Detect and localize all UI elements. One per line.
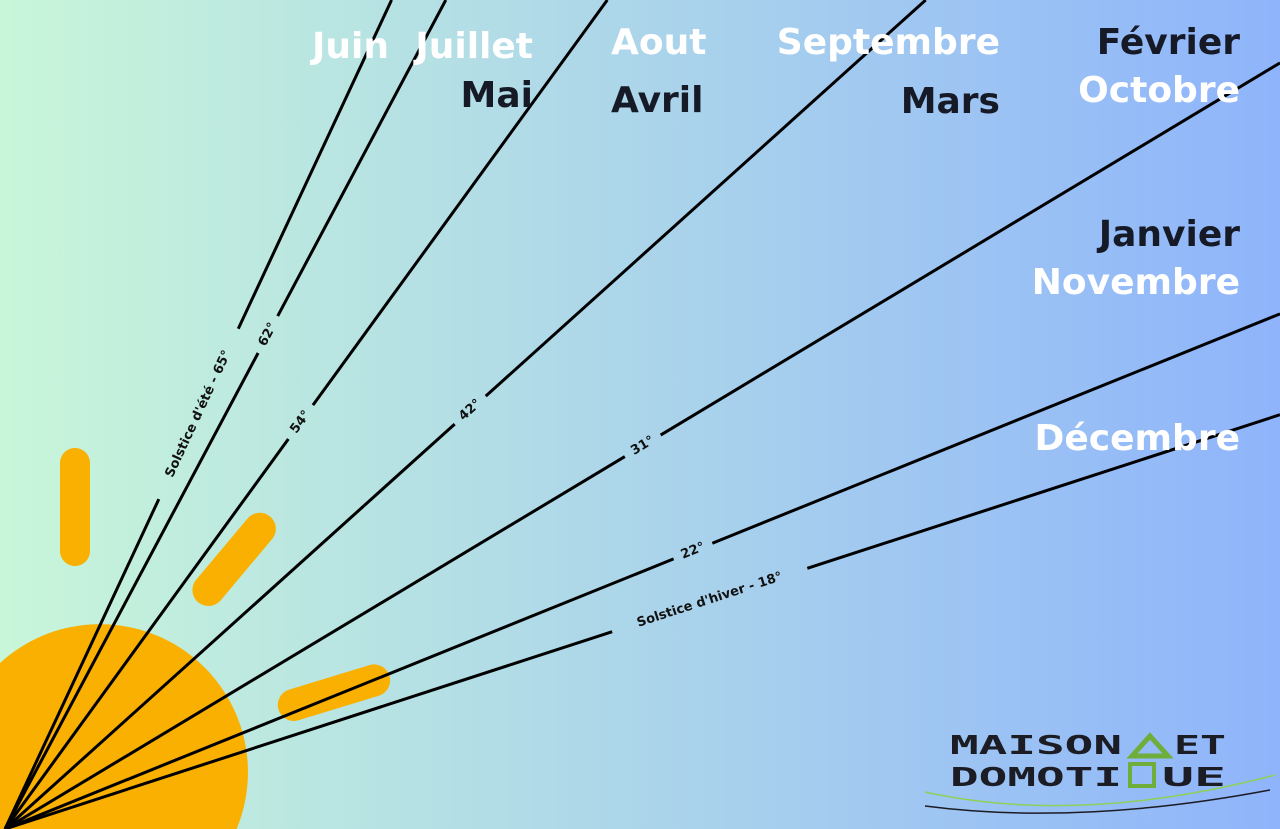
month-novembre: Novembre bbox=[1032, 262, 1240, 303]
angle-line-18 bbox=[4, 630, 613, 829]
angle-line-42 bbox=[484, 0, 927, 398]
svg-text:ET: ET bbox=[1174, 731, 1226, 761]
month-mars: Mars bbox=[901, 81, 1000, 122]
angle-line-42 bbox=[3, 422, 456, 829]
svg-text:UE: UE bbox=[1162, 763, 1226, 793]
logo: MAISON ET DOMOTI UE bbox=[924, 731, 1276, 814]
angle-line-65 bbox=[236, 0, 393, 330]
month-juillet: Juillet bbox=[412, 26, 533, 67]
month-juin: Juin bbox=[309, 26, 389, 67]
angle-line-22 bbox=[711, 312, 1280, 545]
angle-lines: Solstice d'été - 65°62°54° 42°31°22°Solst… bbox=[3, 0, 1280, 829]
month-decembre: Décembre bbox=[1034, 418, 1240, 459]
month-mai: Mai bbox=[461, 75, 533, 116]
angle-line-62 bbox=[3, 352, 260, 829]
month-septembre: Septembre bbox=[777, 22, 1000, 63]
angle-line-22 bbox=[4, 557, 675, 829]
month-aout: Aout bbox=[611, 22, 706, 63]
angle-line-54 bbox=[3, 438, 290, 829]
svg-text:MAISON: MAISON bbox=[950, 731, 1122, 761]
angle-line-18 bbox=[806, 413, 1280, 570]
house-icon bbox=[1126, 732, 1174, 759]
angle-line-65 bbox=[3, 498, 161, 829]
month-avril: Avril bbox=[611, 80, 703, 121]
angle-line-31 bbox=[4, 455, 626, 829]
month-janvier: Janvier bbox=[1096, 214, 1241, 255]
angle-line-62 bbox=[276, 0, 448, 317]
month-fevrier: Février bbox=[1097, 22, 1241, 63]
house-q-icon bbox=[1128, 762, 1156, 788]
svg-text:DOMOTI: DOMOTI bbox=[950, 763, 1122, 793]
month-labels: Juin Juillet Mai Aout Avril Septembre Ma… bbox=[309, 22, 1240, 459]
angle-line-31 bbox=[659, 61, 1280, 437]
angle-line-54 bbox=[311, 0, 609, 407]
month-octobre: Octobre bbox=[1078, 70, 1240, 111]
